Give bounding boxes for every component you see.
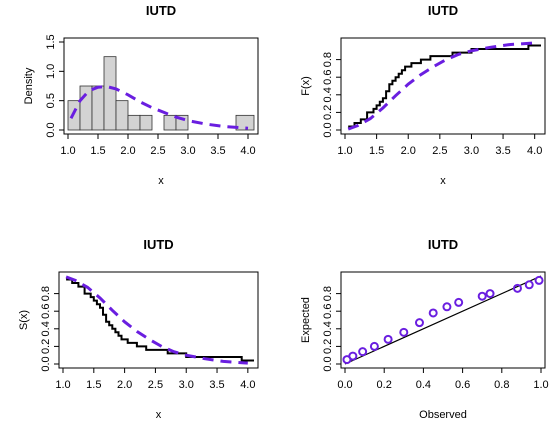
fitted-density-curve [69,85,249,130]
y-tick-label: 0.2 [40,339,52,354]
x-tick-label: 4.0 [240,379,255,391]
x-tick-label: 3.0 [179,379,194,391]
histogram-bar [235,114,255,131]
pp-point [512,283,522,293]
pp-point [399,327,409,337]
x-axis-label: x [440,175,446,187]
histogram-bar [139,114,153,131]
y-tick-label: 0.0 [45,122,57,137]
x-tick-label: 1.0 [533,379,548,391]
x-tick-label: 1.0 [55,379,70,391]
x-axis-label: x [158,175,164,187]
x-tick-label: 1.0 [60,145,75,157]
y-tick-label: 0.6 [322,70,334,85]
y-tick-label: 0.0 [322,356,334,371]
pp-point [485,289,495,299]
empirical-step-line [348,44,541,128]
y-tick-label: 0.6 [322,304,334,319]
x-tick-label: 3.5 [210,145,225,157]
histogram-bar [91,85,105,131]
y-tick-label: 0.0 [40,356,52,371]
panel-2: IUTD 1.0 1.5 2.0 2.5 3.0 3.5 4.0 0.0 0.2 0.4 0.6 0.8… [300,3,546,187]
x-tick-label: 4.0 [240,145,255,157]
y-axis-label: S(x) [18,310,30,330]
x-tick-label: 2.5 [148,379,163,391]
pp-point [383,334,393,344]
x-axis-label: x [156,409,162,421]
y-tick-label: 0.8 [322,286,334,301]
x-tick-label: 3.5 [209,379,224,391]
empirical-step-line [66,278,254,362]
plot-frame [340,271,546,369]
pp-point [442,302,452,312]
fitted-cdf-curve [347,41,535,131]
panel-title: IUTD [428,3,458,18]
y-tick-label: 0.4 [322,321,334,336]
panel-title: IUTD [428,237,458,252]
x-tick-label: 4.0 [527,145,542,157]
x-tick-label: 0.0 [337,379,352,391]
pp-point [348,351,358,361]
y-axis-label: Expected [300,297,312,343]
panel-title: IUTD [143,237,173,252]
pp-point [414,318,424,328]
x-tick-label: 3.0 [180,145,195,157]
y-tick-label: 0.6 [40,304,52,319]
x-tick-label: 0.8 [494,379,509,391]
y-tick-label: 0.8 [40,286,52,301]
panel-1: IUTD 1.0 1.5 2.0 2.5 3.0 3.5 4.0 0.0 0.5 1.0 1.5 x De… [23,3,259,187]
plot-frame [58,271,259,369]
x-axis-label: Observed [419,409,467,421]
histogram-bar [115,100,129,131]
histogram-bar [103,56,117,131]
y-tick-label: 0.5 [45,93,57,108]
y-tick-label: 0.8 [322,52,334,67]
panel-4: IUTD 0.0 0.2 0.4 0.6 0.8 1.0 0.0 0.2 0.4 0.6 0.8 Obs… [300,237,549,421]
y-axis-label: Density [23,67,35,104]
plot-frame [63,37,259,135]
y-tick-label: 1.0 [45,64,57,79]
pp-point [454,297,464,307]
pp-point [369,341,379,351]
y-tick-label: 0.0 [322,122,334,137]
y-tick-label: 0.2 [322,105,334,120]
x-tick-label: 1.5 [86,379,101,391]
x-tick-label: 2.0 [120,145,135,157]
x-tick-label: 2.5 [150,145,165,157]
x-tick-label: 0.2 [377,379,392,391]
y-axis-label: F(x) [300,76,312,96]
y-tick-label: 1.5 [45,34,57,49]
pp-point [534,275,544,285]
x-tick-label: 1.5 [90,145,105,157]
pp-point [477,291,487,301]
y-tick-label: 0.4 [322,87,334,102]
x-tick-label: 2.5 [432,145,447,157]
fitted-cdf-curve [65,275,248,365]
x-tick-label: 1.5 [369,145,384,157]
pp-point [524,280,534,290]
x-tick-label: 2.0 [117,379,132,391]
x-tick-label: 0.4 [416,379,431,391]
panel-3: IUTD 1.0 1.5 2.0 2.5 3.0 3.5 4.0 0.0 0.2 0.4 0.6 0.8… [18,237,259,421]
x-tick-label: 3.5 [495,145,510,157]
x-tick-label: 3.0 [464,145,479,157]
y-tick-label: 0.4 [40,321,52,336]
pp-point [428,308,438,318]
histogram-bar [127,114,141,131]
x-tick-label: 1.0 [337,145,352,157]
y-tick-label: 0.2 [322,339,334,354]
x-tick-label: 0.6 [455,379,470,391]
x-tick-label: 2.0 [401,145,416,157]
panel-title: IUTD [146,3,176,18]
pp-point [358,347,368,357]
plot-frame [340,37,546,135]
histogram-bar [79,85,93,131]
